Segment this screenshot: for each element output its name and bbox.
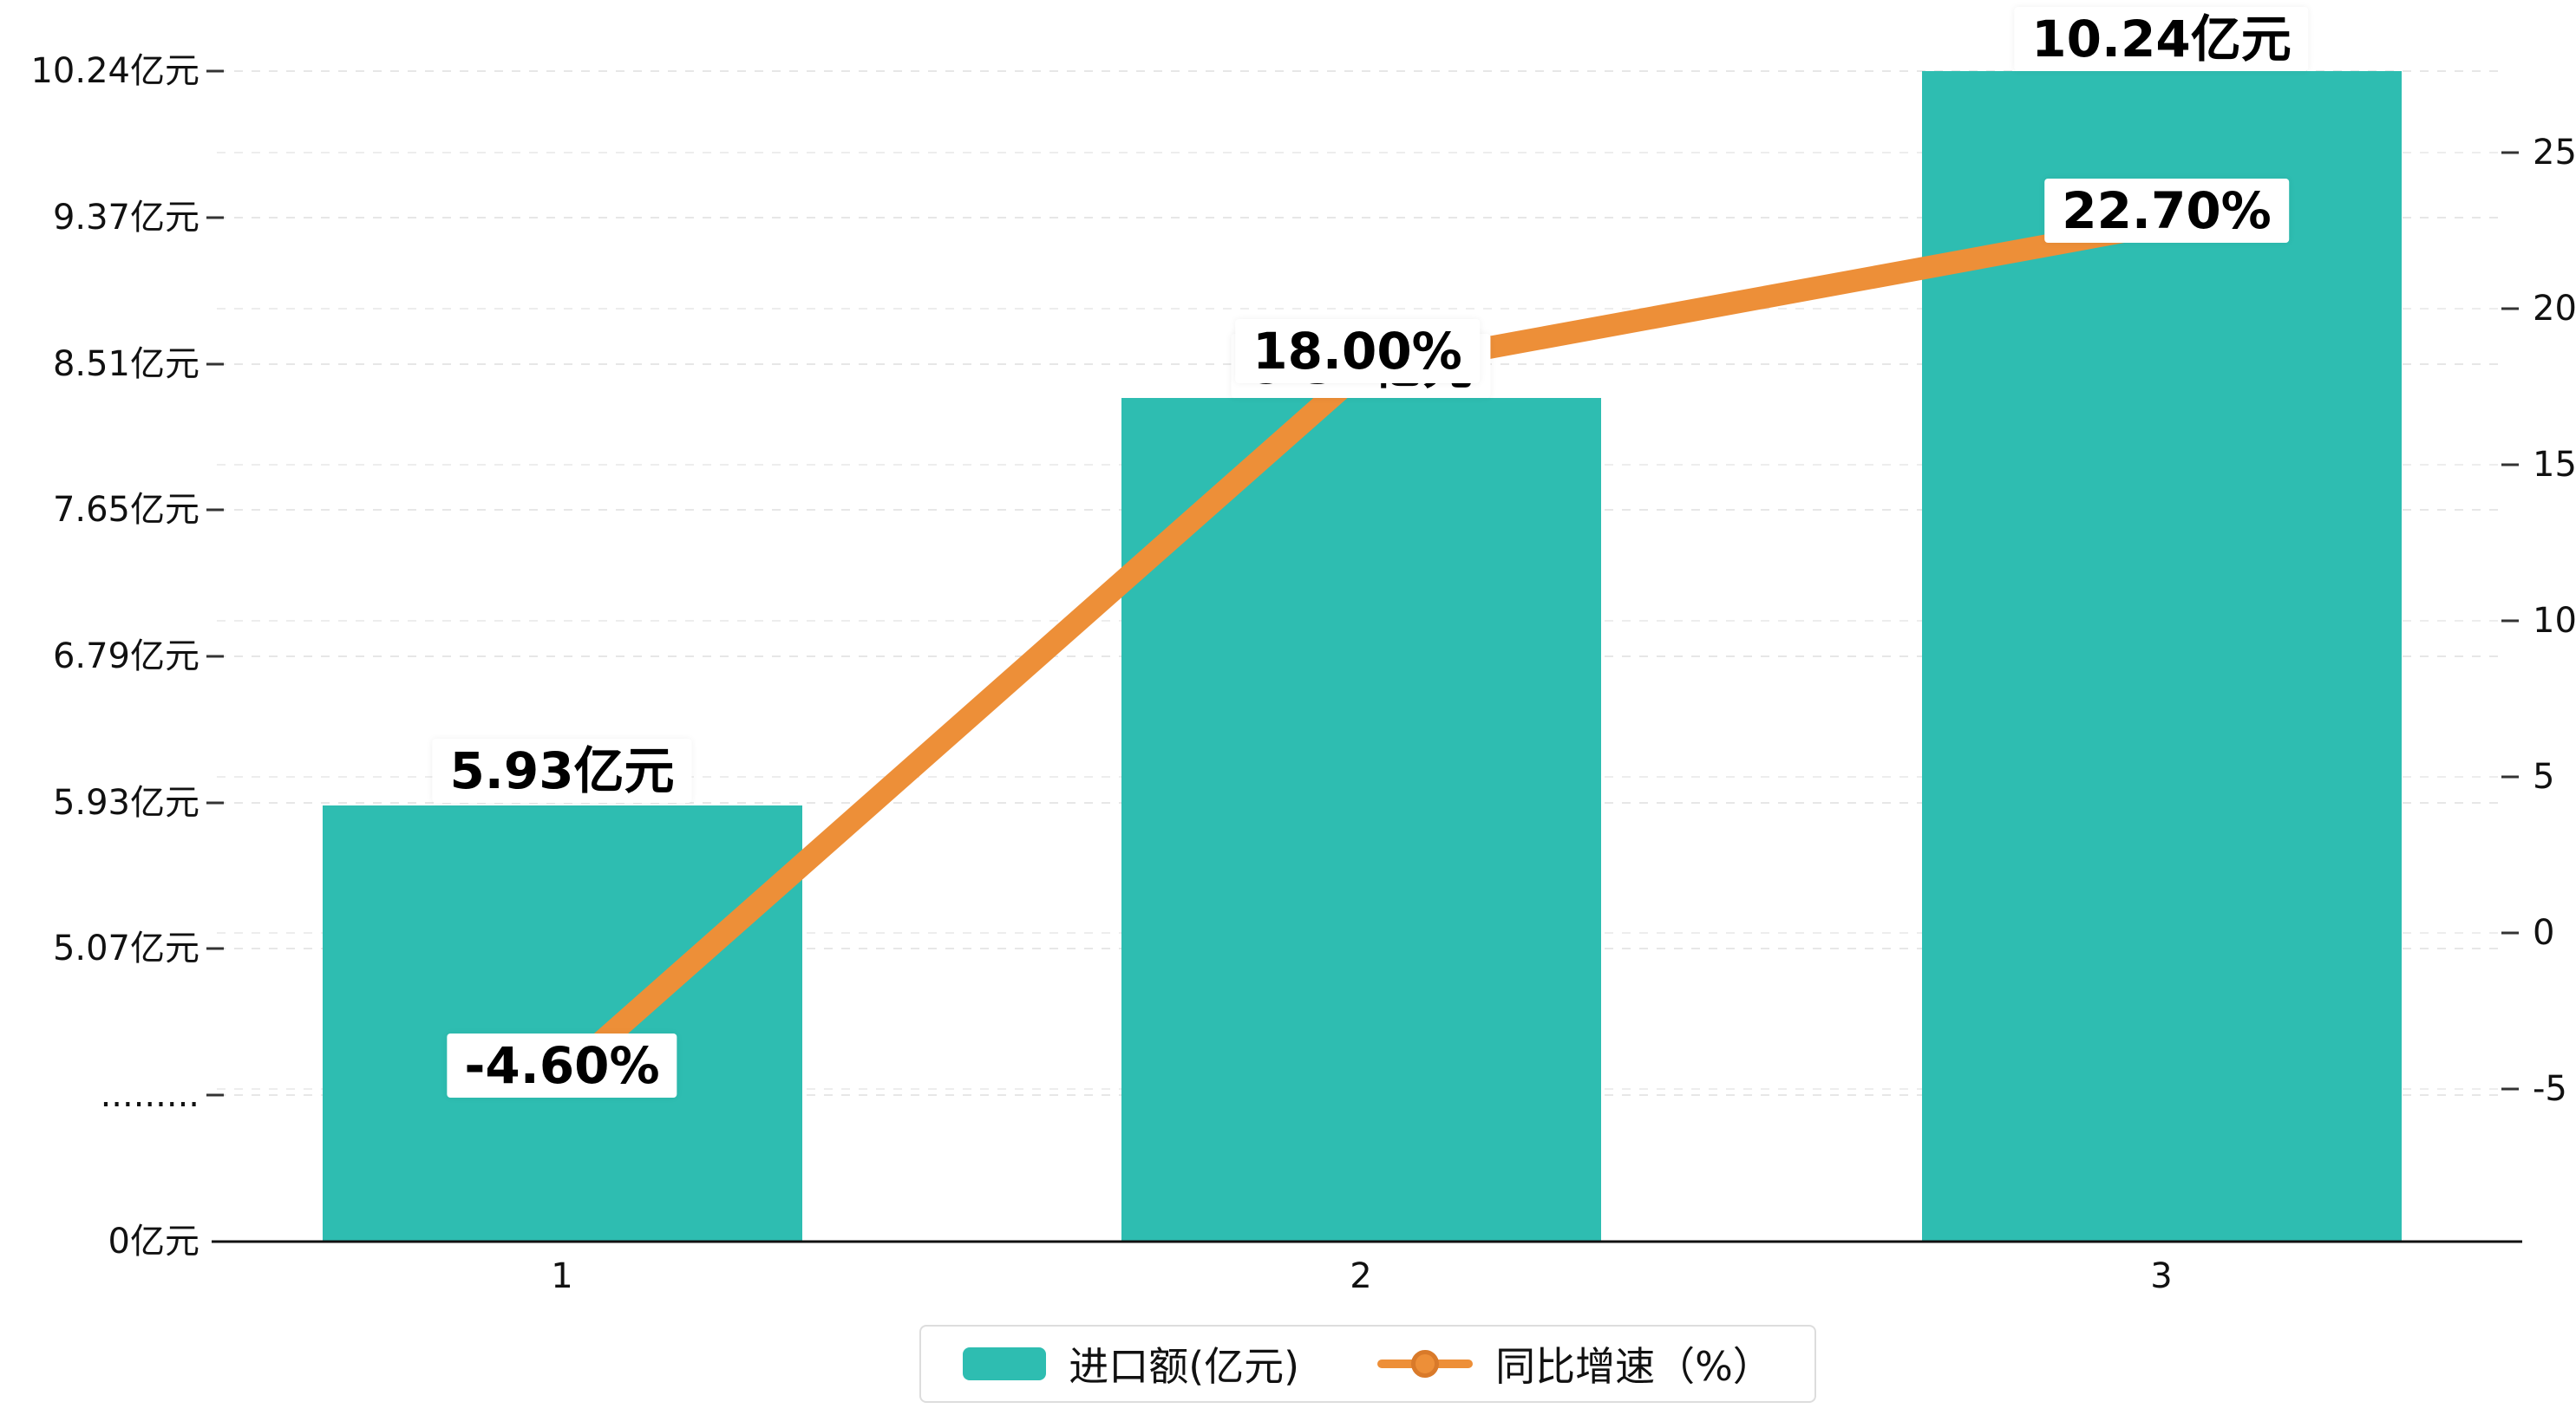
bar-value-label-1: 5.93亿元: [432, 739, 692, 803]
ytick-left: 5.07亿元: [52, 929, 199, 968]
ytick-right: 5: [2533, 757, 2555, 797]
xtick-1: 1: [551, 1256, 573, 1296]
line-marker-icon: [1377, 1347, 1474, 1380]
ytick-right: 10: [2533, 601, 2576, 641]
ytick-left: 9.37亿元: [52, 198, 199, 238]
ytick-right: 15: [2533, 445, 2576, 485]
ytick-right: 0: [2533, 913, 2555, 953]
ytick-left: 5.93亿元: [52, 783, 199, 823]
legend: 进口额(亿元) 同比增速（%）: [919, 1325, 1816, 1403]
growth-label-3: 22.70%: [2044, 179, 2289, 243]
right-tick-marks: [2501, 151, 2519, 1091]
growth-label-1: -4.60%: [447, 1034, 677, 1098]
ytick-left: 8.51亿元: [52, 344, 199, 384]
bar-series: [323, 71, 2402, 1242]
growth-label-2: 18.00%: [1235, 319, 1480, 383]
ytick-right: 25: [2533, 133, 2576, 173]
bar-3[interactable]: [1922, 71, 2402, 1242]
legend-label-growth-rate: 同比增速（%）: [1495, 1343, 1773, 1390]
legend-label-import-amount: 进口额(亿元): [1069, 1343, 1300, 1390]
ytick-left: .........: [100, 1075, 199, 1115]
legend-item-import-amount[interactable]: 进口额(亿元): [963, 1335, 1299, 1392]
bar-value-label-3: 10.24亿元: [2014, 7, 2309, 71]
ytick-left: 10.24亿元: [30, 51, 199, 91]
ytick-left: 7.65亿元: [52, 490, 199, 530]
ytick-right: 20: [2533, 289, 2576, 329]
bar-1[interactable]: [323, 805, 802, 1242]
bar-swatch-icon: [963, 1347, 1047, 1380]
xtick-3: 3: [2150, 1256, 2173, 1296]
legend-item-growth-rate[interactable]: 同比增速（%）: [1377, 1335, 1773, 1392]
ytick-right: -5: [2533, 1069, 2567, 1109]
ytick-left: 0亿元: [108, 1222, 199, 1262]
xtick-2: 2: [1350, 1256, 1372, 1296]
bar-2[interactable]: [1121, 398, 1601, 1242]
left-tick-marks: [206, 69, 224, 1097]
ytick-left: 6.79亿元: [52, 636, 199, 676]
